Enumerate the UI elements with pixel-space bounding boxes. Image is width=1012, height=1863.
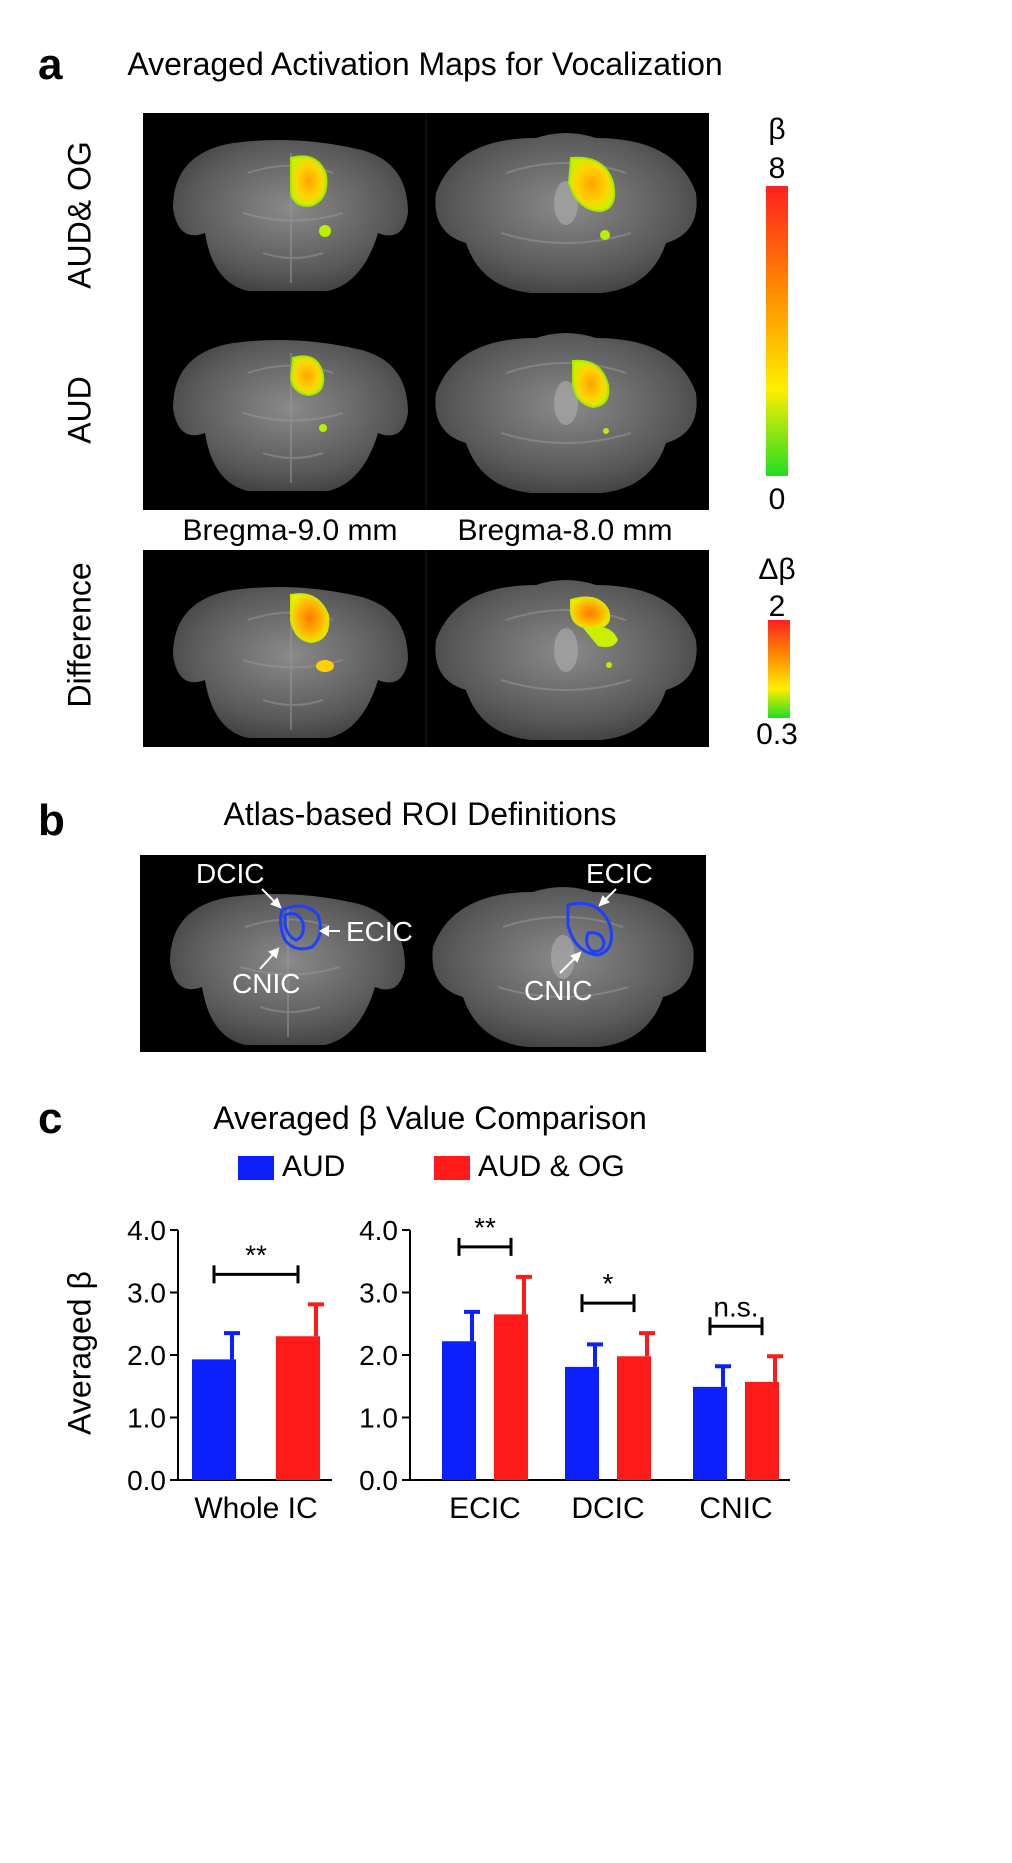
legend-swatch-aud xyxy=(238,1156,274,1180)
y-tick-label-1-1: 1.0 xyxy=(359,1403,398,1434)
colorbar-delta xyxy=(768,620,790,718)
y-tick-label-0-0: 0.0 xyxy=(127,1465,166,1496)
legend-label-aud-og: AUD & OG xyxy=(478,1150,625,1183)
bar-1-1-0 xyxy=(565,1366,599,1480)
bar-charts: 0.0 1.0 2.0 3.0 4.0 Whole IC ** 0.0 1.0 2.0 3.0 4.0… xyxy=(127,1212,790,1525)
column-label-bregma-9: Bregma-9.0 mm xyxy=(182,514,398,547)
roi-label-ecic-right: ECIC xyxy=(586,858,653,889)
colorbar-beta-min: 0 xyxy=(768,483,786,516)
roi-label-ecic-left: ECIC xyxy=(346,916,413,947)
panel-a-title: Averaged Activation Maps for Vocalizatio… xyxy=(127,46,723,82)
roi-ecic-left xyxy=(279,904,322,951)
y-tick-label-1-3: 3.0 xyxy=(359,1278,398,1309)
colorbar-delta-min: 0.3 xyxy=(756,718,798,751)
bar-1-0-1 xyxy=(494,1314,528,1480)
y-tick-label-0-1: 1.0 xyxy=(127,1403,166,1434)
x-category-label-0-0: Whole IC xyxy=(194,1492,317,1525)
activation-maps-grid xyxy=(143,113,709,510)
sig-label-0-0: ** xyxy=(245,1239,267,1270)
row-label-difference: Difference xyxy=(61,562,98,708)
roi-cnic-right xyxy=(585,931,606,953)
bar-1-0-0 xyxy=(442,1341,476,1480)
y-tick-label-0-3: 3.0 xyxy=(127,1278,166,1309)
column-label-bregma-8: Bregma-8.0 mm xyxy=(457,514,673,547)
legend-label-aud: AUD xyxy=(282,1150,346,1183)
bar-1-2-0 xyxy=(693,1386,727,1480)
y-tick-label-1-0: 0.0 xyxy=(359,1465,398,1496)
sig-label-1-2: n.s. xyxy=(713,1291,758,1322)
y-tick-label-1-4: 4.0 xyxy=(359,1215,398,1246)
sig-label-1-0: ** xyxy=(474,1212,496,1243)
y-tick-label-1-2: 2.0 xyxy=(359,1340,398,1371)
panel-c-title: Averaged β Value Comparison xyxy=(213,1100,647,1136)
roi-cnic-left xyxy=(283,912,305,942)
row-label-aud: AUD xyxy=(61,376,98,444)
colorbar-delta-max: 2 xyxy=(768,590,786,623)
roi-definitions-image: DCIC ECIC CNIC ECIC CNIC xyxy=(140,855,706,1052)
y-tick-label-0-2: 2.0 xyxy=(127,1340,166,1371)
difference-maps xyxy=(143,550,709,747)
sig-label-1-1: * xyxy=(603,1268,614,1299)
panel-c-letter: c xyxy=(38,1094,63,1143)
colorbar-beta-max: 8 xyxy=(768,152,786,185)
roi-label-cnic-left: CNIC xyxy=(232,968,300,999)
panel-b-letter: b xyxy=(38,796,65,845)
bar-0-0-0 xyxy=(192,1359,236,1480)
panel-a-letter: a xyxy=(38,40,63,89)
bar-0-0-1 xyxy=(276,1336,320,1480)
roi-ecic-right xyxy=(566,901,613,957)
x-category-label-1-2: CNIC xyxy=(699,1492,772,1525)
roi-label-dcic-left: DCIC xyxy=(196,858,264,889)
colorbar-delta-symbol: Δβ xyxy=(758,553,796,586)
colorbar-beta xyxy=(766,186,788,476)
x-category-label-1-1: DCIC xyxy=(571,1492,644,1525)
x-category-label-1-0: ECIC xyxy=(449,1492,521,1525)
row-label-aud-og: AUD& OG xyxy=(61,141,98,289)
roi-label-cnic-right: CNIC xyxy=(524,975,592,1006)
bar-1-1-1 xyxy=(617,1356,651,1480)
bar-1-2-1 xyxy=(745,1381,779,1480)
legend-swatch-aud-og xyxy=(434,1156,470,1180)
panel-b-title: Atlas-based ROI Definitions xyxy=(223,796,617,832)
colorbar-beta-symbol: β xyxy=(768,113,786,146)
y-tick-label-0-4: 4.0 xyxy=(127,1215,166,1246)
